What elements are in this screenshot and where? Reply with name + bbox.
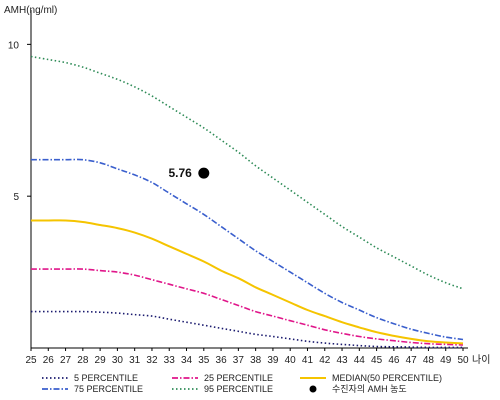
series-line-1 xyxy=(31,268,464,346)
series-line-4 xyxy=(30,55,464,290)
x-tick-label: 26 xyxy=(43,355,55,366)
x-tick-label: 31 xyxy=(129,355,141,366)
axes: 5 10 25 26 27 28 29 30 31 32 33 34 35 36 37 38 39 40 41 42 4… xyxy=(8,10,469,366)
y-tick-label: 10 xyxy=(8,40,20,51)
points-layer: 5.76 xyxy=(168,166,210,180)
legend: 5 PERCENTILE 25 PERCENTILE MEDIAN(50 PERCE… xyxy=(42,373,442,394)
x-tick-label: 49 xyxy=(440,355,452,366)
series-line-0 xyxy=(31,310,463,349)
legend-label-3: 75 PERCENTILE xyxy=(74,384,143,394)
series-layer xyxy=(30,55,464,349)
x-tick-label: 37 xyxy=(233,355,245,366)
x-tick-label: 28 xyxy=(77,355,89,366)
legend-label-1: 25 PERCENTILE xyxy=(204,373,273,383)
x-tick-label: 45 xyxy=(371,355,383,366)
legend-marker-point-0 xyxy=(309,385,317,393)
x-tick-label: 34 xyxy=(181,355,193,366)
x-tick-label: 39 xyxy=(267,355,279,366)
data-point-0 xyxy=(198,167,210,179)
x-tick-label: 41 xyxy=(302,355,314,366)
x-axis-title: 나이 xyxy=(472,354,490,366)
x-tick-label: 47 xyxy=(406,355,418,366)
x-tick-label: 33 xyxy=(164,355,176,366)
x-tick-label: 48 xyxy=(423,355,435,366)
x-tick-label: 30 xyxy=(112,355,124,366)
x-tick-label: 35 xyxy=(198,355,210,366)
x-tick-label: 27 xyxy=(60,355,72,366)
x-tick-label: 29 xyxy=(95,355,107,366)
legend-label-0: 5 PERCENTILE xyxy=(74,373,138,383)
legend-label-4: 95 PERCENTILE xyxy=(204,384,273,394)
series-line-2 xyxy=(31,219,464,345)
legend-label-point-0: 수진자의 AMH 농도 xyxy=(332,384,407,394)
x-tick-label: 46 xyxy=(388,355,400,366)
x-tick-label: 40 xyxy=(285,355,297,366)
x-tick-label: 42 xyxy=(319,355,331,366)
series-line-3 xyxy=(31,158,464,341)
x-tick-label: 38 xyxy=(250,355,262,366)
legend-label-2: MEDIAN(50 PERCENTILE) xyxy=(332,373,442,383)
y-axis-title: AMH(ng/ml) xyxy=(4,5,57,16)
x-tick-label: 32 xyxy=(146,355,158,366)
x-tick-label: 36 xyxy=(216,355,228,366)
x-tick-label: 25 xyxy=(25,355,37,366)
x-tick-label: 44 xyxy=(354,355,366,366)
y-tick-label: 5 xyxy=(13,192,19,203)
x-tick-label: 50 xyxy=(457,355,469,366)
data-point-label-0: 5.76 xyxy=(168,166,192,180)
x-tick-label: 43 xyxy=(336,355,348,366)
